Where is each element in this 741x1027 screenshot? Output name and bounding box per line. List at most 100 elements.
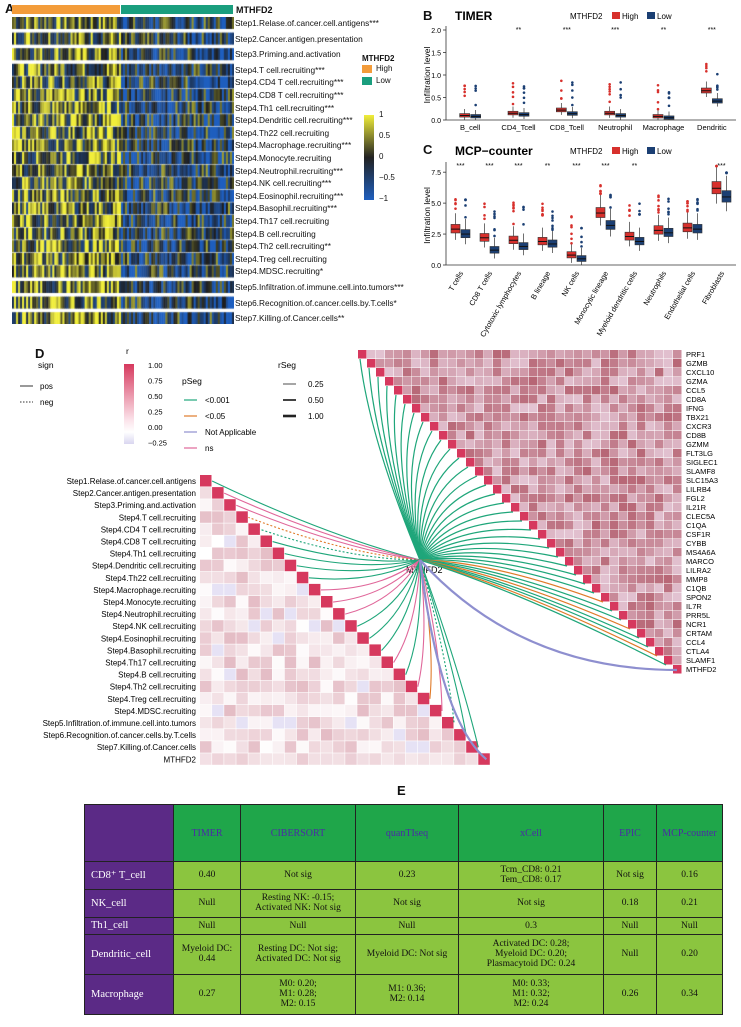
corr-cell	[619, 422, 628, 431]
x-tick-label: Endothelial cells	[662, 269, 697, 321]
step-label: Step4.Th22 cell.recruiting	[235, 127, 330, 138]
step-corr-cell	[248, 523, 260, 535]
step-corr-cell	[224, 559, 236, 572]
gene-label: IL21R	[686, 503, 707, 512]
corr-cell	[502, 368, 511, 377]
step-corr-cell	[333, 644, 345, 656]
step-corr-cell	[248, 644, 260, 656]
corr-cell	[484, 377, 493, 386]
corr-cell	[376, 359, 385, 368]
step-corr-cell	[284, 632, 297, 644]
step-corr-cell	[212, 608, 224, 620]
corr-cell	[664, 611, 673, 620]
corr-cell	[502, 413, 511, 422]
gene-label: GZMB	[686, 359, 708, 368]
corr-cell	[439, 404, 448, 413]
outlier-point	[551, 219, 554, 222]
corr-cell	[466, 350, 475, 359]
outlier-point	[608, 85, 611, 89]
corr-cell	[673, 503, 682, 512]
corr-cell	[601, 521, 610, 530]
corr-cell	[466, 431, 475, 440]
y-axis-label: Infiltration level	[422, 47, 432, 104]
table-row: Macrophage 0.27 M0: 0.20; M1: 0.28; M2: 0.…	[84, 973, 723, 1016]
outlier-point	[609, 206, 612, 209]
corr-cell	[547, 467, 556, 476]
outlier-point	[657, 204, 660, 208]
corr-cell	[403, 368, 412, 377]
link-to-step	[333, 559, 421, 603]
link-to-gene	[419, 511, 514, 561]
corr-cell	[448, 377, 457, 386]
corr-cell	[457, 413, 466, 422]
link-to-gene	[419, 457, 460, 561]
outlier-point	[463, 94, 466, 98]
outlier-point	[570, 225, 573, 229]
step-corr-cell	[308, 608, 321, 620]
step-corr-cell	[345, 704, 357, 717]
corr-cell	[565, 350, 574, 359]
step-corr-cell	[321, 704, 333, 717]
gene-label: CTLA4	[686, 647, 709, 656]
step-corr-cell	[345, 620, 357, 632]
outlier-point	[522, 208, 525, 211]
step-corr-cell	[224, 535, 236, 547]
corr-cell	[592, 494, 601, 503]
corr-cell	[565, 395, 574, 404]
corr-cell	[448, 350, 457, 359]
step-corr-cell	[296, 753, 309, 765]
corr-cell	[673, 476, 682, 485]
corr-cell	[493, 476, 502, 485]
link-to-gene	[419, 559, 604, 603]
outlier-point	[512, 201, 515, 204]
gene-label: TBX21	[686, 413, 709, 422]
col-header-timer: TIMER	[173, 804, 241, 862]
step-corr-cell	[224, 644, 236, 656]
corr-cell	[583, 368, 592, 377]
outlier-point	[580, 235, 583, 239]
step-corr-cell	[417, 753, 430, 765]
corr-cell	[664, 395, 673, 404]
step-label: Step7.Killing.of.Cancer.cells**	[235, 313, 345, 324]
link-to-step	[419, 559, 479, 748]
significance-mark: ***	[601, 163, 609, 170]
outlier-point	[560, 97, 563, 100]
corr-cell	[583, 377, 592, 386]
corr-cell	[619, 521, 628, 530]
corr-cell	[493, 485, 502, 494]
outlier-point	[493, 210, 496, 213]
step-corr-cell	[442, 741, 454, 753]
step-corr-cell	[369, 704, 381, 717]
step-corr-cell	[296, 729, 309, 741]
corr-cell	[610, 449, 619, 458]
corr-cell	[565, 548, 574, 557]
corr-cell	[655, 377, 664, 386]
link-to-gene	[406, 412, 421, 561]
corr-cell	[619, 458, 628, 467]
significance-mark: **	[661, 27, 667, 34]
corr-cell	[601, 422, 610, 431]
corr-cell	[520, 467, 529, 476]
step-corr-cell	[357, 692, 369, 705]
step-corr-cell	[405, 729, 418, 741]
corr-cell	[484, 395, 493, 404]
corr-cell	[574, 467, 583, 476]
step-corr-cell	[405, 717, 418, 729]
step-corr-cell	[248, 753, 260, 765]
step-corr-cell	[308, 632, 321, 644]
corr-cell	[439, 368, 448, 377]
step-corr-cell	[272, 632, 285, 644]
corr-cell	[646, 503, 655, 512]
outlier-point	[656, 101, 660, 104]
corr-cell	[637, 530, 646, 539]
gene-label: GZMM	[686, 440, 709, 449]
corr-cell	[592, 350, 601, 359]
corr-cell	[511, 503, 520, 512]
step-corr-cell	[369, 680, 381, 693]
corr-cell	[628, 458, 637, 467]
pseg-label: <0.001	[205, 396, 230, 405]
corr-cell	[385, 350, 394, 359]
corr-cell	[673, 377, 682, 386]
corr-cell	[673, 521, 682, 530]
corr-cell	[430, 395, 439, 404]
